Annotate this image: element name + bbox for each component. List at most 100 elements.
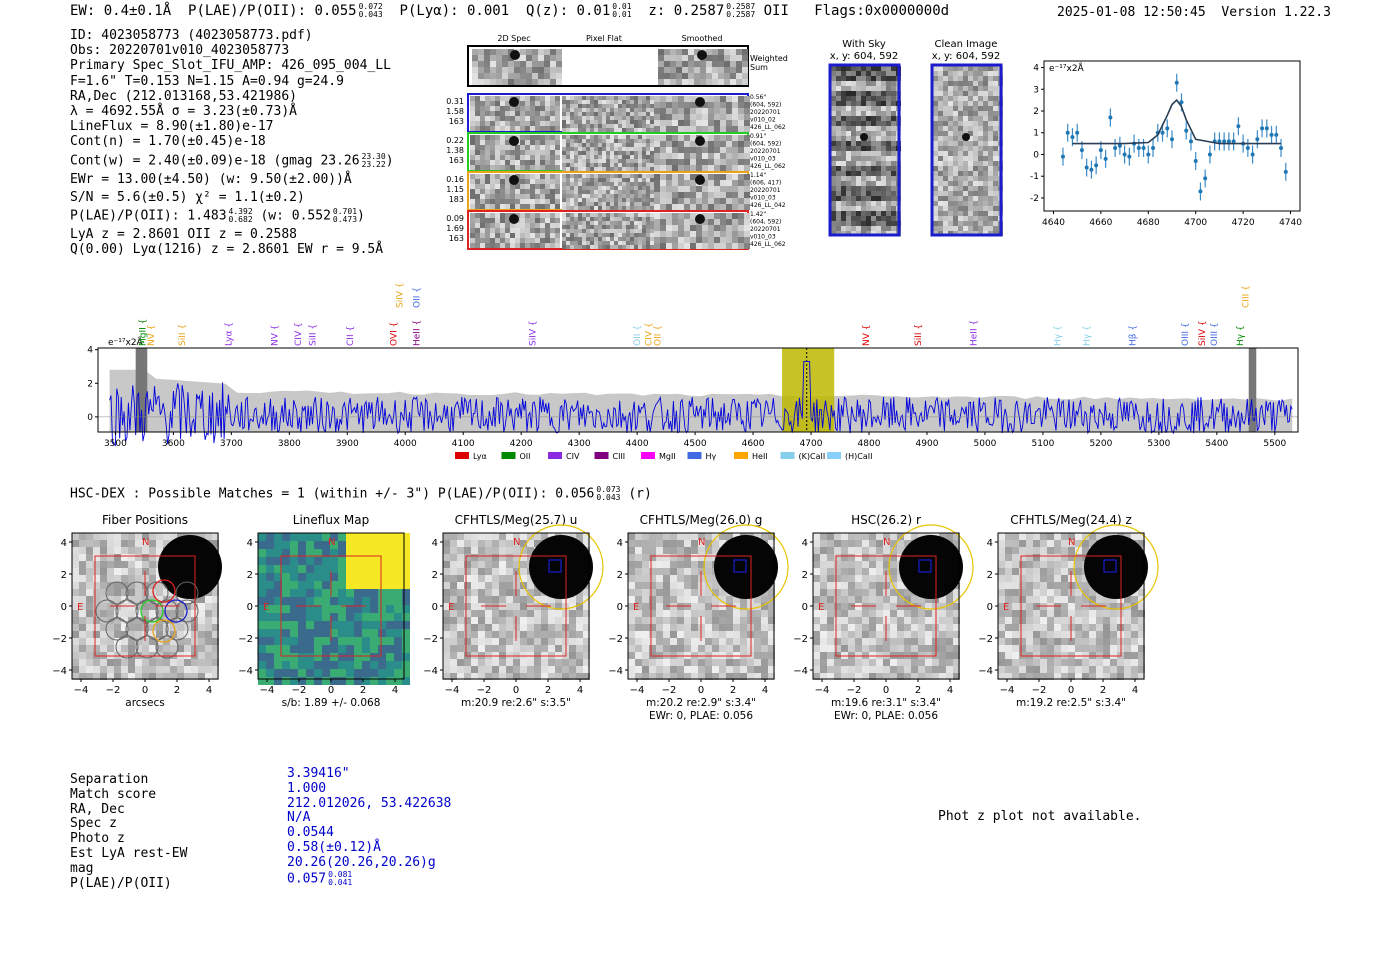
sky-pixel [841, 161, 846, 166]
sky-pixel [881, 181, 886, 186]
header-summary: EW: 0.4±0.1Å P(LAE)/P(OII): 0.055 0.072 0.… [70, 3, 949, 20]
thumb-pixel [678, 219, 684, 225]
thumb-header: 2D Spec [497, 34, 530, 43]
thumb-pixel [638, 190, 642, 194]
thumb-pixel [626, 213, 630, 217]
thumb-pixel [626, 241, 630, 245]
thumb-pixel [664, 49, 670, 55]
sky-pixel [953, 161, 958, 166]
cutout-pixel [712, 638, 719, 645]
thumb-pixel [630, 241, 634, 245]
lineflux-pixel [306, 653, 314, 661]
thumb-pixel [618, 143, 622, 147]
sky-pixel [968, 66, 973, 71]
lineflux-pixel [322, 581, 330, 589]
sky-pixel [958, 181, 963, 186]
thumb-pixel [642, 116, 646, 120]
cutout-pixel [583, 624, 590, 631]
cutout-pixel [149, 561, 156, 568]
thumb-pixel [688, 61, 694, 67]
cutout-pixel [726, 610, 733, 617]
thumb-pixel [622, 202, 626, 206]
thumb-pixel [478, 49, 484, 55]
cutout-pixel [576, 652, 583, 659]
thumb-pixel [714, 231, 720, 237]
sky-pixel [876, 141, 881, 146]
cutout-pixel [156, 533, 163, 540]
sky-pixel [953, 191, 958, 196]
cutout-pixel [107, 666, 114, 673]
sky-pixel [958, 201, 963, 206]
thumb-pixel [660, 159, 666, 165]
thumb-pixel [475, 135, 480, 140]
lineflux-pixel [298, 677, 306, 685]
thumb-pixel [654, 141, 660, 147]
thumb-pixel [684, 213, 690, 219]
thumb-pixel [525, 223, 530, 228]
thumb-pixel [634, 112, 638, 116]
thumb-pixel [550, 126, 555, 131]
cutout-pixel [712, 582, 719, 589]
thumb-pixel [708, 141, 714, 147]
sky-pixel [881, 81, 886, 86]
thumb-pixel [578, 229, 582, 233]
sky-pixel [933, 196, 938, 201]
thumb-pixel [602, 143, 606, 147]
sky-pixel [958, 186, 963, 191]
sky-pixel [973, 201, 978, 206]
thumb-pixel [720, 120, 726, 126]
thumb-pixel [678, 102, 684, 108]
cutout-pixel [457, 582, 464, 589]
cutout-pixel [768, 638, 775, 645]
thumb-pixel [540, 101, 545, 106]
thumb-pixel [660, 108, 666, 114]
cutout-pixel [114, 582, 121, 589]
thumb-pixel [578, 186, 582, 190]
sky-pixel [846, 126, 851, 131]
lineflux-pixel [322, 645, 330, 653]
cutout-pixel [719, 659, 726, 666]
sky-pixel [881, 201, 886, 206]
cutout-pixel [642, 547, 649, 554]
thumb-pixel [744, 159, 750, 165]
thumb-pixel [660, 192, 666, 198]
thumb-pixel [638, 135, 642, 139]
lineflux-pixel [258, 557, 266, 565]
cutout-pixel [79, 638, 86, 645]
thumb-pixel [606, 167, 610, 171]
cutout-pixel [191, 666, 198, 673]
sky-pixel [831, 146, 836, 151]
cutout-pixel [768, 596, 775, 603]
sky-source [962, 133, 970, 141]
cutout-pixel [656, 659, 663, 666]
thumb-pixel [678, 159, 684, 165]
thumb-pixel [582, 233, 586, 237]
thumb-pixel [562, 182, 566, 186]
thumb-pixel [614, 217, 618, 221]
sky-pixel [841, 96, 846, 101]
thumb-pixel [566, 159, 570, 163]
thumb-pixel [610, 104, 614, 108]
thumb-pixel [610, 100, 614, 104]
cutout-pixel [457, 624, 464, 631]
thumb-pixel [566, 108, 570, 112]
thumb-pixel [586, 143, 590, 147]
sky-pixel [973, 191, 978, 196]
thumb-pixel [708, 204, 714, 210]
thumb-pixel [626, 163, 630, 167]
cutout-pixel [740, 638, 747, 645]
cutout-pixel [464, 589, 471, 596]
sky-pixel [933, 101, 938, 106]
thumb-pixel [622, 139, 626, 143]
header-plya: P(Lyα): 0.001 [399, 3, 510, 19]
spec-xtick-label: 5300 [1147, 439, 1170, 449]
thumb-pixel [470, 106, 475, 111]
thumb-pixel [654, 219, 660, 225]
sky-pixel [953, 71, 958, 76]
thumb-pixel [574, 174, 578, 178]
thumb-pixel [586, 217, 590, 221]
lineflux-pixel [370, 645, 378, 653]
thumb-pixel [626, 124, 630, 128]
thumb-pixel [718, 79, 724, 85]
cutout-ytick-label: −4 [52, 666, 67, 677]
